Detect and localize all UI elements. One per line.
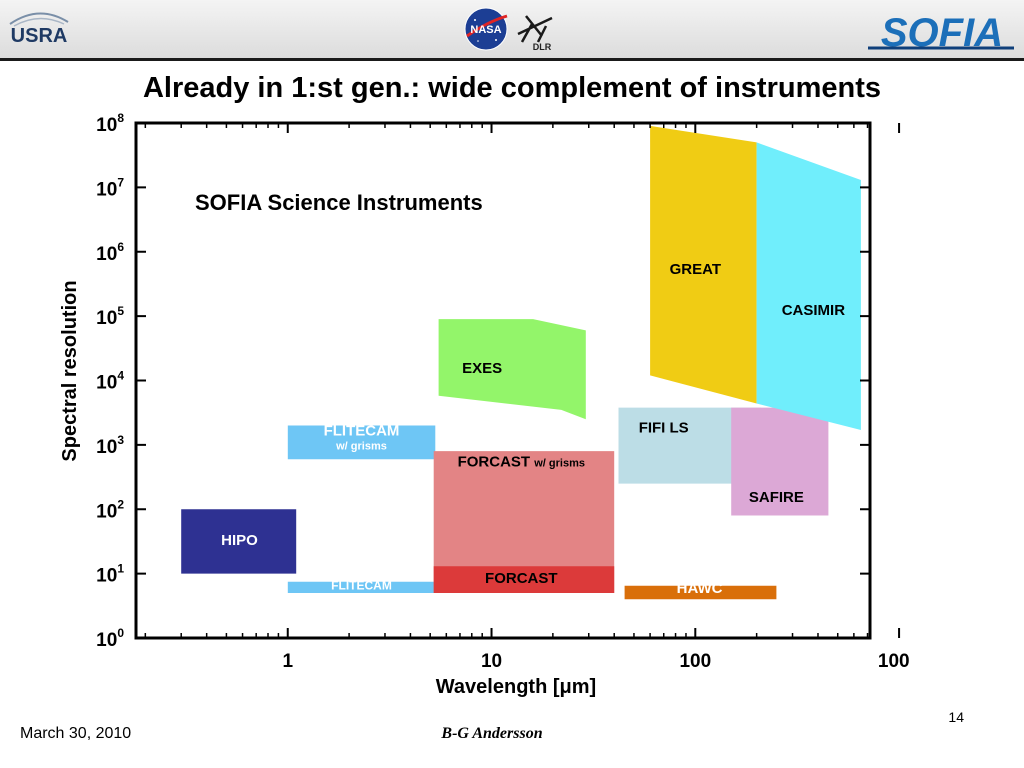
label-forcast-grisms: FORCAST w/ grisms: [458, 454, 585, 471]
region-hipo: [181, 509, 297, 574]
region-casimir: [756, 142, 861, 430]
y-tick-label: 103: [96, 433, 124, 458]
dlr-logo: DLR: [517, 15, 553, 52]
region-exes: [438, 319, 586, 420]
y-tick-label: 100: [96, 626, 124, 651]
region-great: [650, 125, 757, 404]
x-tick-label: 1000: [878, 651, 910, 672]
y-axis-label: Spectral resolution: [59, 280, 81, 461]
page-number: 14: [948, 709, 964, 725]
slide-title: Already in 1:st gen.: wide complement of…: [142, 72, 881, 104]
label-great: GREAT: [670, 261, 721, 278]
region-forcast-grisms: [433, 451, 615, 593]
label-safire: SAFIRE: [749, 489, 804, 506]
label-fifi-ls: FIFI LS: [639, 420, 689, 437]
y-tick-label: 102: [96, 497, 124, 522]
nasa-logo: NASA: [464, 7, 508, 51]
chart-title: SOFIA Science Instruments: [195, 190, 483, 215]
label-exes: EXES: [462, 360, 502, 377]
header-banner: [0, 0, 1024, 58]
region-flitecam-grisms: [287, 425, 436, 460]
y-tick-label: 108: [96, 111, 124, 136]
axis-ticks: 1 10 100 1000 100 101 102 103 104 105 106 107 108: [96, 111, 910, 672]
label-flitecam-grisms: FLITECAM: [324, 423, 400, 440]
note-flitecam-grisms: w/ grisms: [335, 441, 387, 453]
x-tick-label: 10: [481, 651, 502, 672]
region-fifi-ls: [618, 407, 761, 484]
instrument-regions: [181, 125, 861, 600]
footer-date: March 30, 2010: [20, 725, 132, 742]
y-tick-label: 104: [96, 369, 124, 394]
x-axis-label: Wavelength [μm]: [436, 676, 596, 698]
y-tick-label: 107: [96, 175, 124, 200]
label-forcast: FORCAST: [485, 570, 558, 587]
svg-text:DLR: DLR: [533, 42, 552, 52]
svg-text:USRA: USRA: [11, 25, 68, 47]
region-forcast: [433, 566, 615, 593]
y-tick-label: 106: [96, 240, 124, 265]
usra-logo: USRA: [9, 12, 69, 47]
sofia-logo: SOFIA: [868, 11, 1014, 54]
label-hipo: HIPO: [221, 532, 258, 549]
footer-author: B-G Andersson: [441, 725, 543, 742]
y-tick-label: 101: [96, 562, 124, 587]
x-tick-label: 100: [679, 651, 711, 672]
region-safire: [731, 407, 829, 516]
y-tick-label: 105: [96, 304, 124, 329]
label-casimir: CASIMIR: [782, 302, 846, 319]
label-flitecam: FLITECAM: [331, 578, 392, 592]
region-hawc: [624, 585, 777, 600]
region-flitecam: [287, 581, 436, 593]
svg-text:SOFIA: SOFIA: [881, 11, 1003, 54]
header-divider: [0, 58, 1024, 61]
svg-text:NASA: NASA: [470, 24, 501, 36]
label-hawc: HAWC: [677, 580, 723, 597]
x-tick-label: 1: [282, 651, 293, 672]
